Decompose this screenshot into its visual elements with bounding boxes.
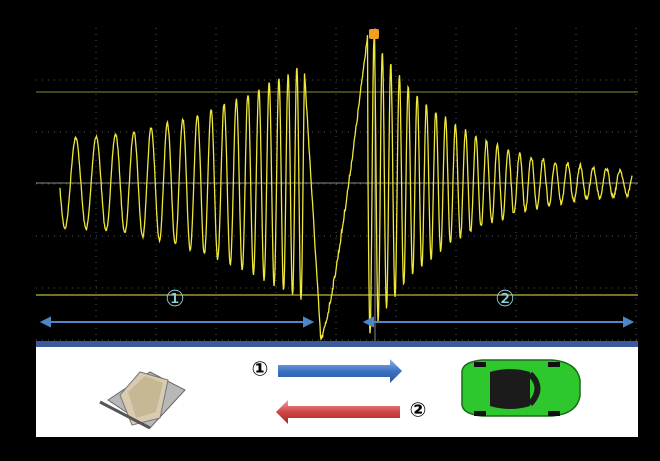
range-label: ① — [165, 287, 185, 312]
car — [462, 360, 580, 416]
scope-bottom-bar — [36, 341, 638, 347]
page: {"scope": {"markers": ["①", "②"]}, "diag… — [0, 0, 660, 461]
arrow-label: ① — [252, 357, 269, 381]
range-label: ② — [495, 287, 515, 312]
figure: ① ② ① ② — [0, 0, 660, 461]
trigger-marker — [369, 29, 379, 39]
scope-screen — [36, 28, 638, 344]
arrow-label: ② — [410, 398, 427, 422]
